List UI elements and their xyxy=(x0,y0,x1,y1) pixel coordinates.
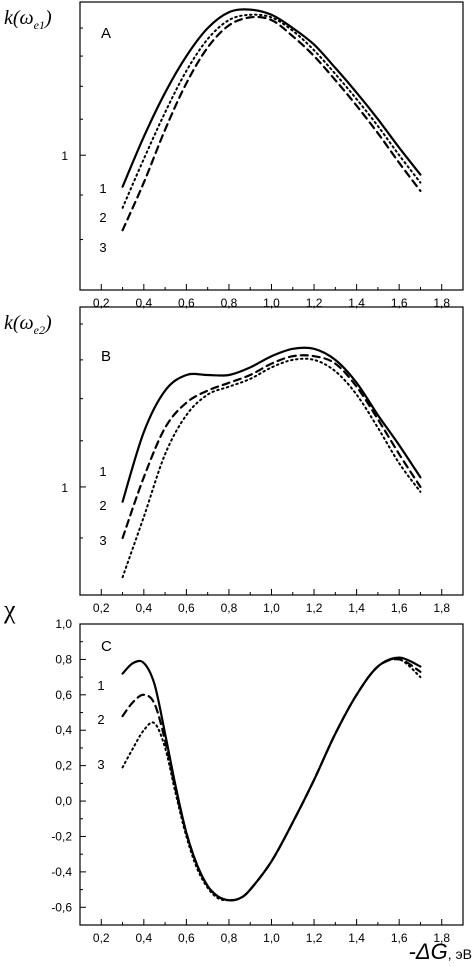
plot-frame xyxy=(79,623,464,926)
x-axis-label: -ΔG, эВ xyxy=(409,939,472,964)
y-tick-label: 1 xyxy=(61,149,68,163)
x-tick-label: 1,2 xyxy=(306,296,323,310)
x-tick-label: 1,0 xyxy=(263,931,280,945)
y-tick-label: 0,2 xyxy=(55,759,72,773)
series-label-3: 3 xyxy=(99,240,106,255)
x-tick-label: 1,6 xyxy=(391,296,408,310)
series-label-2: 2 xyxy=(99,210,106,225)
x-tick-label: 1,8 xyxy=(433,931,450,945)
chart-panel-c: 0,2 0,4 0,6 0,8 1,0 1,2 1,4 1,6 1,8 1,0 0,8 0,6 0,4 0… xyxy=(3,595,472,964)
x-tick-label: 0,8 xyxy=(221,296,238,310)
y-axis-label: k(ωe1) xyxy=(4,7,52,32)
x-tick-label: 0,6 xyxy=(178,296,195,310)
x-tick-label: 1,6 xyxy=(391,601,408,615)
series-label-2: 2 xyxy=(97,712,104,727)
y-tick-label: 0,8 xyxy=(55,652,72,666)
x-tick-label: 1,0 xyxy=(263,296,280,310)
panel-label: C xyxy=(101,638,112,655)
x-tick-label: 1,0 xyxy=(263,601,280,615)
y-tick-label: -0,6 xyxy=(51,900,72,914)
x-tick-label: 0,2 xyxy=(93,296,110,310)
x-tick-label: 1,4 xyxy=(348,931,365,945)
x-tick-label: 1,8 xyxy=(433,601,450,615)
y-axis-label: k(ωe2) xyxy=(4,312,52,337)
series-label-3: 3 xyxy=(99,533,106,548)
series-line-1 xyxy=(121,656,422,902)
x-tick-label: 0,4 xyxy=(135,931,152,945)
plot-frame xyxy=(79,1,464,291)
x-tick-label: 1,2 xyxy=(306,931,323,945)
x-tick-label: 0,8 xyxy=(221,931,238,945)
series-line-2 xyxy=(121,354,422,540)
panel-label: A xyxy=(101,25,111,42)
series-line-3 xyxy=(121,357,422,579)
chart-panel-a: 0,2 0,4 0,6 0,8 1,0 1,2 1,4 1,6 1,8 1 Ak(ωe1) 1 2 3 xyxy=(4,1,464,310)
series-label-1: 1 xyxy=(99,464,106,479)
y-tick-label: -0,2 xyxy=(51,829,72,843)
x-tick-label: 1,4 xyxy=(348,601,365,615)
series-line-2 xyxy=(121,658,422,902)
x-tick-label: 1,8 xyxy=(433,296,450,310)
series-line-1 xyxy=(121,8,422,188)
x-tick-label: 0,4 xyxy=(135,296,152,310)
x-tick-label: 1,4 xyxy=(348,296,365,310)
series-label-3: 3 xyxy=(97,757,104,772)
series-label-1: 1 xyxy=(97,678,104,693)
y-axis-label: χ xyxy=(3,595,16,624)
y-tick-label: 0,0 xyxy=(55,794,72,808)
series-line-2 xyxy=(121,13,422,209)
y-tick-label: -0,4 xyxy=(51,865,72,879)
chart-panel-b: 0,2 0,4 0,6 0,8 1,0 1,2 1,4 1,6 1,8 1 Bk(ωe2) 1 2 3 xyxy=(4,306,464,615)
x-tick-label: 0,8 xyxy=(221,601,238,615)
x-tick-label: 0,2 xyxy=(93,601,110,615)
panel-label: B xyxy=(101,348,111,365)
y-tick-label: 0,4 xyxy=(55,723,72,737)
x-tick-label: 0,6 xyxy=(178,601,195,615)
x-tick-label: 1,2 xyxy=(306,601,323,615)
x-tick-label: 0,2 xyxy=(93,931,110,945)
y-tick-label: 1 xyxy=(61,481,68,495)
series-line-3 xyxy=(121,15,422,232)
y-tick-label: 0,6 xyxy=(55,688,72,702)
x-tick-label: 0,6 xyxy=(178,931,195,945)
y-tick-label: 1,0 xyxy=(55,617,72,631)
series-line-3 xyxy=(121,657,422,902)
series-label-1: 1 xyxy=(99,181,106,196)
series-label-2: 2 xyxy=(99,498,106,513)
x-tick-label: 0,4 xyxy=(135,601,152,615)
x-tick-label: 1,6 xyxy=(391,931,408,945)
series-line-1 xyxy=(121,346,422,503)
